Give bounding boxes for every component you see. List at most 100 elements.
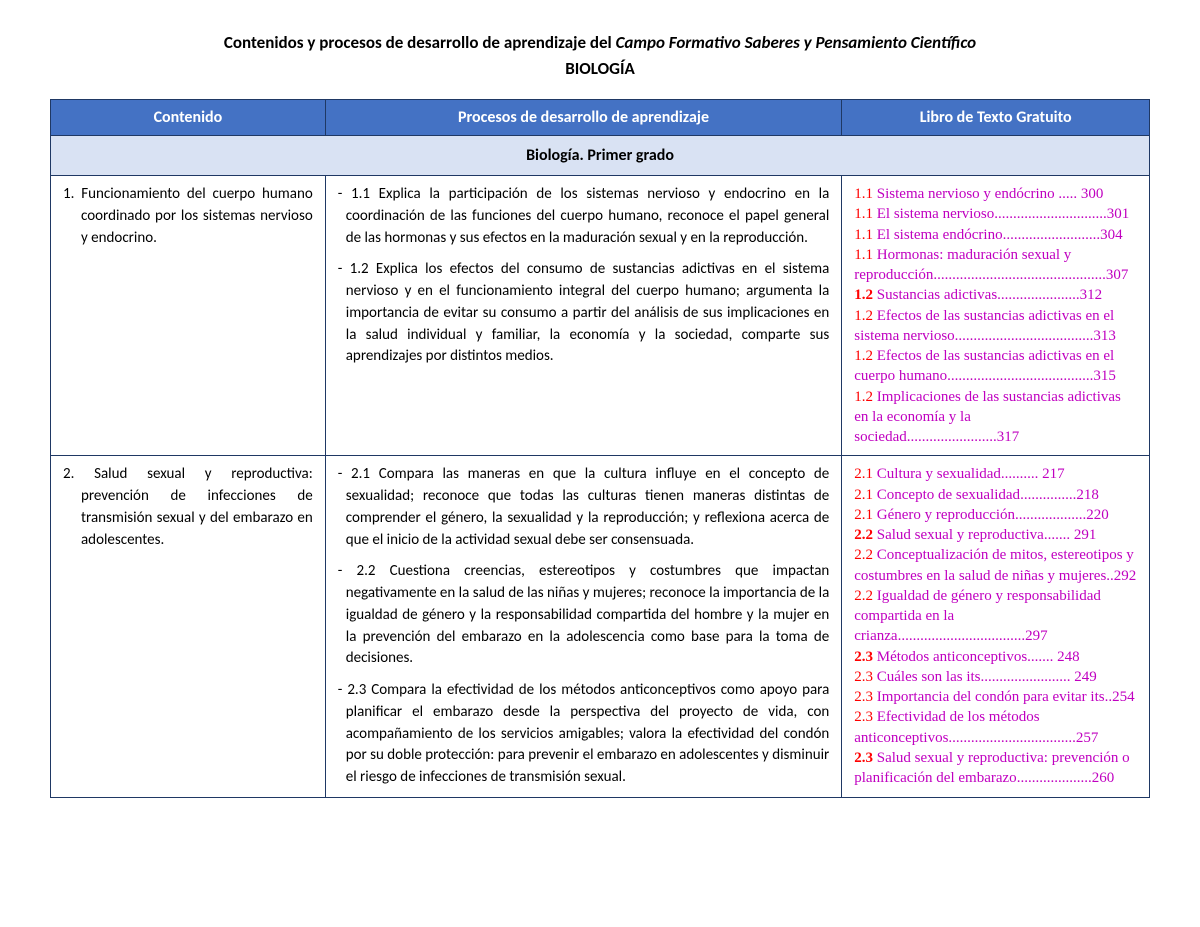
- ref-text: Salud sexual y reproductiva: [877, 527, 1044, 543]
- ref-dots: ..: [1105, 689, 1113, 705]
- ref-number: 1.1: [854, 186, 877, 202]
- table-row: 1. Funcionamiento del cuerpo humano coor…: [51, 176, 1150, 456]
- proceso-item: - 2.2 Cuestiona creencias, estereotipos …: [338, 561, 830, 670]
- ref-line: 2.2 Igualdad de género y responsabilidad…: [854, 586, 1137, 647]
- ref-page: 315: [1093, 368, 1116, 384]
- header-procesos: Procesos de desarrollo de aprendizaje: [325, 100, 842, 136]
- ref-page: 248: [1053, 649, 1079, 665]
- ref-page: 249: [1071, 669, 1097, 685]
- ref-page: 257: [1076, 730, 1099, 746]
- ref-line: 2.1 Cultura y sexualidad.......... 217: [854, 464, 1137, 484]
- ref-number: 1.2: [854, 287, 877, 303]
- ref-line: 2.1 Concepto de sexualidad..............…: [854, 485, 1137, 505]
- ref-dots: ..........................: [1003, 227, 1101, 243]
- ref-number: 1.2: [854, 348, 877, 364]
- ref-page: 313: [1093, 328, 1116, 344]
- ref-page: 260: [1092, 770, 1115, 786]
- ref-dots: ..............................: [994, 206, 1107, 222]
- contenido-cell: 1. Funcionamiento del cuerpo humano coor…: [51, 176, 326, 456]
- section-title: Biología. Primer grado: [51, 136, 1150, 176]
- title-line1-prefix: Contenidos y procesos de desarrollo de a…: [224, 32, 616, 53]
- ref-page: 291: [1070, 527, 1096, 543]
- curriculum-table: Contenido Procesos de desarrollo de apre…: [50, 99, 1150, 798]
- ref-line: 2.2 Conceptualización de mitos, estereot…: [854, 545, 1137, 586]
- ref-page: 312: [1080, 287, 1103, 303]
- ref-line: 1.1 Hormonas: maduración sexual y reprod…: [854, 245, 1137, 286]
- refs-cell: 2.1 Cultura y sexualidad.......... 2172.…: [842, 456, 1150, 798]
- ref-line: 1.1 El sistema endócrino................…: [854, 225, 1137, 245]
- ref-dots: ........................: [981, 669, 1071, 685]
- ref-dots: ..: [1106, 568, 1114, 584]
- ref-text: Conceptualización de mitos, estereotipos…: [854, 547, 1134, 583]
- ref-text: Cultura y sexualidad: [877, 466, 1001, 482]
- ref-number: 2.3: [854, 649, 877, 665]
- ref-number: 2.1: [854, 466, 877, 482]
- ref-dots: .......................................: [947, 368, 1093, 384]
- ref-page: 304: [1100, 227, 1123, 243]
- ref-number: 1.2: [854, 389, 877, 405]
- ref-number: 2.3: [854, 669, 877, 685]
- ref-page: 297: [1025, 628, 1048, 644]
- section-row: Biología. Primer grado: [51, 136, 1150, 176]
- ref-dots: ........................: [907, 429, 997, 445]
- ref-line: 1.2 Efectos de las sustancias adictivas …: [854, 346, 1137, 387]
- ref-page: 307: [1106, 267, 1129, 283]
- ref-dots: .....: [1055, 186, 1081, 202]
- ref-number: 1.1: [854, 206, 877, 222]
- ref-text: Métodos anticonceptivos: [877, 649, 1027, 665]
- ref-line: 2.3 Importancia del condón para evitar i…: [854, 687, 1137, 707]
- ref-text: Importancia del condón para evitar its: [877, 689, 1105, 705]
- ref-number: 1.1: [854, 227, 877, 243]
- procesos-cell: - 1.1 Explica la participación de los si…: [325, 176, 842, 456]
- ref-page: 254: [1112, 689, 1135, 705]
- ref-number: 2.2: [854, 588, 877, 604]
- ref-dots: .....................................: [955, 328, 1094, 344]
- ref-text: El sistema endócrino: [877, 227, 1003, 243]
- ref-dots: ........................................…: [933, 267, 1106, 283]
- ref-line: 1.1 El sistema nervioso.................…: [854, 204, 1137, 224]
- ref-dots: .......: [1027, 649, 1053, 665]
- contenido-item: 1. Funcionamiento del cuerpo humano coor…: [63, 184, 313, 249]
- proceso-item: - 1.1 Explica la participación de los si…: [338, 184, 830, 249]
- title-line1-italic: Campo Formativo Saberes y Pensamiento Ci…: [616, 32, 977, 53]
- ref-dots: ..................................: [898, 628, 1026, 644]
- ref-line: 2.3 Efectividad de los métodos anticonce…: [854, 707, 1137, 748]
- contenido-item: 2. Salud sexual y reproductiva: prevenci…: [63, 464, 313, 551]
- ref-text: Cuáles son las its: [877, 669, 981, 685]
- ref-text: Sustancias adictivas: [877, 287, 997, 303]
- ref-number: 1.2: [854, 308, 877, 324]
- document-title: Contenidos y procesos de desarrollo de a…: [50, 30, 1150, 81]
- ref-dots: ..................................: [948, 730, 1076, 746]
- ref-number: 2.2: [854, 527, 877, 543]
- ref-page: 292: [1114, 568, 1137, 584]
- ref-dots: .......: [1044, 527, 1070, 543]
- ref-line: 2.2 Salud sexual y reproductiva....... 2…: [854, 525, 1137, 545]
- ref-page: 317: [997, 429, 1020, 445]
- ref-line: 2.3 Métodos anticonceptivos....... 248: [854, 647, 1137, 667]
- ref-text: Sistema nervioso y endócrino: [877, 186, 1055, 202]
- title-line2: BIOLOGÍA: [565, 58, 635, 79]
- ref-line: 2.3 Cuáles son las its..................…: [854, 667, 1137, 687]
- proceso-item: - 2.1 Compara las maneras en que la cult…: [338, 464, 830, 551]
- ref-line: 2.3 Salud sexual y reproductiva: prevenc…: [854, 748, 1137, 789]
- ref-line: 1.2 Sustancias adictivas................…: [854, 285, 1137, 305]
- ref-text: Género y reproducción: [877, 507, 1015, 523]
- table-row: 2. Salud sexual y reproductiva: prevenci…: [51, 456, 1150, 798]
- ref-page: 217: [1038, 466, 1064, 482]
- ref-page: 220: [1086, 507, 1109, 523]
- proceso-item: - 1.2 Explica los efectos del consumo de…: [338, 259, 830, 368]
- procesos-cell: - 2.1 Compara las maneras en que la cult…: [325, 456, 842, 798]
- ref-number: 2.3: [854, 709, 877, 725]
- header-contenido: Contenido: [51, 100, 326, 136]
- table-header-row: Contenido Procesos de desarrollo de apre…: [51, 100, 1150, 136]
- contenido-cell: 2. Salud sexual y reproductiva: prevenci…: [51, 456, 326, 798]
- ref-number: 2.2: [854, 547, 877, 563]
- ref-line: 2.1 Género y reproducción...............…: [854, 505, 1137, 525]
- ref-text: Concepto de sexualidad: [877, 487, 1020, 503]
- refs-cell: 1.1 Sistema nervioso y endócrino ..... 3…: [842, 176, 1150, 456]
- ref-number: 2.3: [854, 689, 877, 705]
- ref-number: 1.1: [854, 247, 877, 263]
- ref-dots: ...................: [1015, 507, 1086, 523]
- ref-dots: ...............: [1020, 487, 1076, 503]
- ref-page: 301: [1107, 206, 1130, 222]
